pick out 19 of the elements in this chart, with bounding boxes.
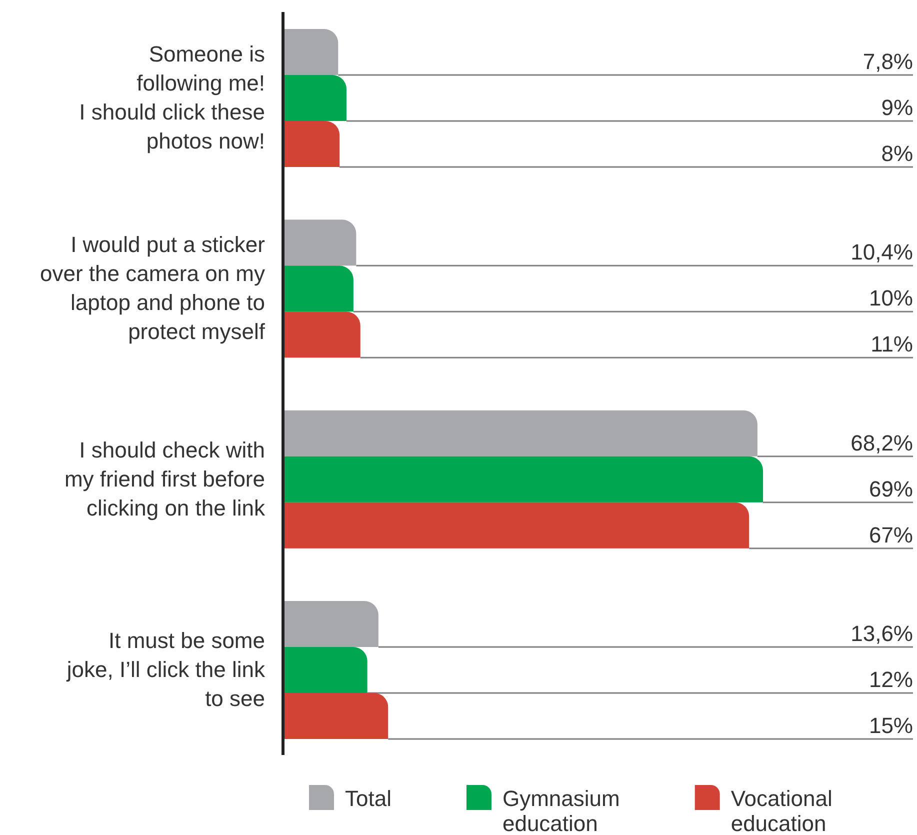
data-label: 69% [868,476,913,502]
data-label: 68,2% [850,430,913,456]
legend-label: Vocational education [730,786,832,835]
data-label: 10,4% [850,240,913,265]
legend-label: Total [345,786,392,811]
data-label: 9% [881,95,913,120]
y-tick-label: I should check with my friend first before clicking on the link [64,437,266,520]
y-tick-label: I would put a sticker over the camera on my laptop and phone to protect myself [40,232,266,344]
data-label: 15% [868,713,913,738]
data-label: 12% [868,667,913,692]
data-label: 67% [868,522,913,548]
data-label: 13,6% [850,621,913,646]
data-label: 8% [881,141,913,166]
data-label: 10% [868,286,913,311]
y-tick-label: Someone is following me! I should click these photos now! [79,42,265,154]
y-tick-label: It must be some joke, I’ll click the link to see [66,628,266,711]
data-label: 11% [870,332,913,357]
legend-label: Gymnasium education [502,786,620,835]
data-label: 7,8% [862,49,913,74]
